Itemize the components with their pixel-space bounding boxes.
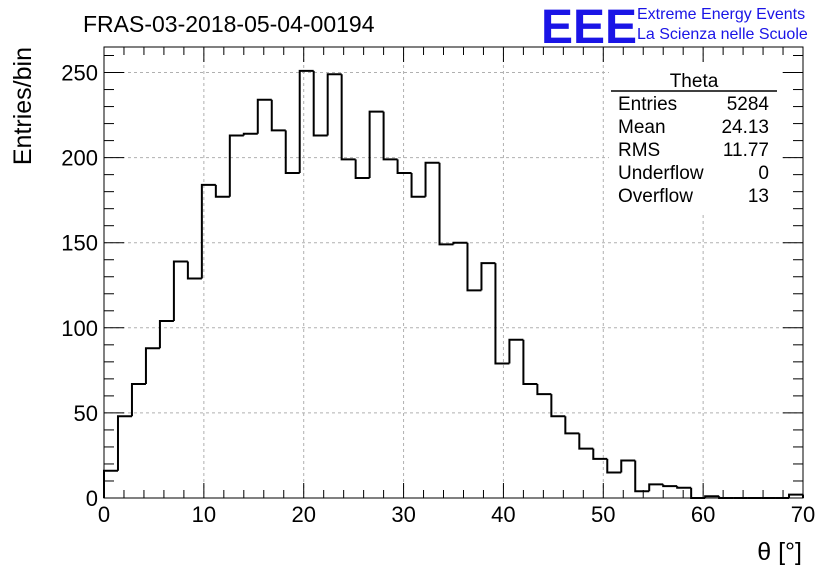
histogram-bin-3	[144, 347, 160, 384]
x-tick-label: 40	[491, 502, 515, 527]
y-tick-label: 100	[61, 316, 98, 341]
histogram-bin-36	[606, 458, 622, 474]
histogram-bin-41	[676, 486, 692, 489]
x-tick-label: 50	[591, 502, 615, 527]
plot-frame	[103, 46, 804, 499]
histogram-bin-5	[172, 260, 188, 322]
x-tick-labels: 0 10 20 30 40 50 60 70	[98, 502, 815, 527]
histogram-bin-2	[130, 382, 146, 417]
stats-row-label: RMS	[618, 140, 660, 161]
histogram-bin-37	[620, 459, 636, 473]
stats-box: Theta Entries 5284 Mean 24.13 RMS 11.77 Underf…	[609, 62, 779, 212]
histogram-bin-29	[508, 338, 524, 364]
x-tick-label: 10	[192, 502, 216, 527]
histogram-bin-38	[634, 460, 650, 493]
histogram-bin-17	[340, 74, 356, 161]
y-tick-label: 50	[74, 401, 98, 426]
histogram-bin-32	[550, 394, 566, 418]
histogram-bin-16	[326, 73, 342, 136]
histogram-bin-0	[103, 469, 118, 498]
stats-box-background	[609, 62, 779, 212]
y-axis-label: Entries/bin	[9, 47, 37, 165]
histogram-bin-43	[704, 495, 720, 498]
histogram-bin-15	[312, 70, 328, 137]
stats-row-label: Underflow	[618, 163, 704, 184]
histogram-bin-31	[536, 383, 552, 396]
histogram-bin-23	[424, 161, 440, 197]
histogram-bin-1	[116, 415, 132, 471]
histogram-bin-4	[158, 320, 174, 349]
stats-row-value: 13	[748, 186, 769, 207]
histogram-bin-40	[662, 484, 678, 488]
histogram-bin-6	[186, 261, 202, 280]
histogram-bin-11	[256, 98, 272, 134]
histogram-bin-10	[242, 132, 258, 136]
histogram-bin-25	[452, 241, 468, 245]
histogram-bin-28	[494, 263, 510, 365]
eee-logo: EEE Extreme Energy Events La Scienza nel…	[541, 1, 808, 54]
stats-row-value: 5284	[727, 94, 770, 115]
histogram-bin-24	[438, 162, 454, 246]
y-tick-label: 250	[61, 61, 98, 86]
histogram-bin-7	[200, 183, 216, 279]
histogram-bin-26	[466, 242, 482, 292]
x-tick-label: 30	[391, 502, 415, 527]
histogram-bin-14	[298, 69, 314, 173]
x-tick-label: 20	[291, 502, 315, 527]
histogram-bin-49	[788, 493, 803, 498]
x-axis-label: θ [°]	[757, 538, 802, 566]
histogram-bin-30	[522, 339, 538, 385]
stats-row-value: 11.77	[723, 140, 769, 161]
histogram-bin-35	[592, 448, 608, 460]
stats-row-label: Entries	[618, 94, 677, 115]
histogram-bin-8	[214, 184, 230, 198]
histogram-bin-13	[284, 130, 300, 174]
eee-logo-text: EEE	[541, 1, 637, 54]
histogram-bin-39	[648, 483, 664, 492]
x-tick-label: 0	[98, 502, 110, 527]
x-tick-label: 60	[691, 502, 715, 527]
histogram-bin-19	[368, 110, 384, 179]
histogram-bin-18	[354, 159, 370, 180]
histogram-bin-34	[578, 433, 594, 450]
stats-title: Theta	[670, 71, 719, 92]
histogram-bin-27	[480, 262, 496, 291]
stats-row-value: 0	[758, 163, 769, 184]
histogram-bin-22	[410, 172, 426, 198]
stats-row-value: 24.13	[721, 117, 769, 138]
y-tick-labels: 0 50 100 150 200 250	[61, 61, 98, 511]
eee-logo-line1: Extreme Energy Events	[637, 6, 805, 23]
histogram-bin-33	[564, 416, 580, 435]
y-tick-label: 200	[61, 146, 98, 171]
stats-row-label: Overflow	[618, 186, 693, 207]
histogram-bin-21	[396, 159, 412, 174]
y-tick-label: 0	[86, 486, 98, 511]
stats-rows: Entries 5284 Mean 24.13 RMS 11.77 Underflow 0 Ov…	[618, 94, 769, 207]
chart-title: FRAS-03-2018-05-04-00194	[83, 11, 375, 37]
y-tick-label: 150	[61, 231, 98, 256]
histogram-bin-9	[228, 134, 244, 197]
histogram-bin-20	[382, 111, 398, 161]
x-tick-label: 70	[791, 502, 815, 527]
eee-logo-line2: La Scienza nelle Scuole	[637, 26, 808, 43]
histogram-bin-12	[270, 99, 286, 132]
stats-row-label: Mean	[618, 117, 666, 138]
